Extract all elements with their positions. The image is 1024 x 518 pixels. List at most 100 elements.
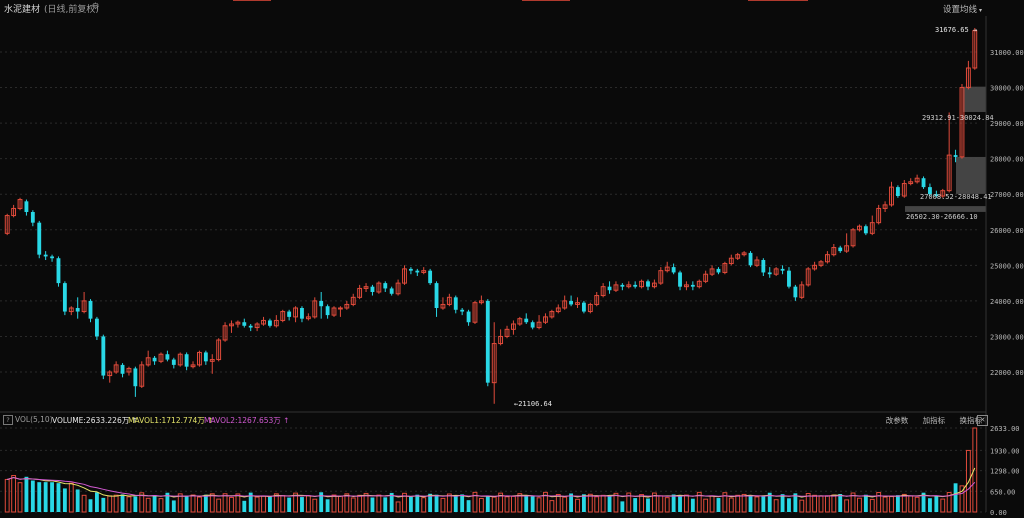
volume-bar	[389, 492, 394, 512]
candle-body	[703, 273, 709, 282]
candle-body	[24, 201, 29, 212]
price-tick-label: 27000.00	[990, 191, 1024, 199]
volume-bar	[754, 496, 760, 513]
mavol2-line	[7, 476, 976, 497]
price-tick-label: 30000.00	[990, 85, 1024, 93]
candle-body	[460, 309, 465, 312]
candle-body	[203, 352, 208, 362]
volume-axis: 2633.00 1930.00 1298.00 650.00 0.00	[990, 425, 1020, 517]
volume-bar	[209, 493, 215, 513]
switch-indicator-button[interactable]: 换指标	[959, 416, 983, 425]
close-icon[interactable]: ✕	[977, 415, 988, 426]
gap-label: 27008.52-28048.41	[920, 193, 992, 201]
gear-icon[interactable]: ⚙	[91, 2, 100, 12]
chart-title: 水泥建材 (日线,前复权)	[4, 2, 99, 15]
candle-body	[504, 328, 510, 337]
volume-bar	[50, 482, 54, 512]
candle-body	[569, 300, 574, 305]
candle-body	[684, 284, 689, 288]
candle-body	[857, 225, 862, 231]
candle-body	[165, 354, 170, 360]
candle-body	[383, 283, 388, 289]
volume-bar	[555, 493, 561, 513]
candle-body	[107, 371, 113, 377]
volume-bar	[152, 495, 157, 512]
candle-body	[229, 323, 234, 327]
volume-bar	[773, 499, 779, 513]
volume-bar	[43, 482, 48, 512]
candle-body	[75, 308, 80, 312]
volume-bar	[569, 493, 574, 512]
volume-bar	[235, 493, 241, 513]
volume-bar	[543, 491, 548, 513]
candle-body	[793, 286, 798, 298]
price-tick-label: 23000.00	[990, 333, 1024, 341]
candle-body	[17, 199, 23, 209]
candle-body	[587, 303, 593, 313]
candle-body	[921, 178, 926, 188]
price-tick-label: 24000.00	[990, 298, 1024, 306]
add-indicator-button[interactable]: 加指标	[922, 416, 946, 425]
volume-bar	[113, 494, 119, 513]
volume-bar	[120, 494, 125, 512]
volume-bar	[928, 498, 932, 512]
volume-bar	[678, 495, 682, 512]
low-price-label: ←21106.64	[514, 400, 552, 408]
volume-bar	[229, 496, 234, 513]
candle-body	[934, 194, 939, 196]
volume-tick-label: 650.00	[990, 488, 1015, 496]
candle-body	[62, 283, 67, 312]
volume-bar	[428, 493, 433, 512]
candle-body	[613, 284, 619, 291]
volume-bar	[415, 494, 420, 512]
candle-body	[658, 270, 664, 284]
candle-body	[485, 300, 490, 383]
candle-body	[646, 281, 650, 287]
volume-bar	[658, 495, 664, 513]
volume-bar	[478, 497, 484, 513]
help-icon[interactable]: ?	[3, 415, 13, 425]
volume-bar	[620, 501, 625, 512]
volume-bar	[491, 496, 497, 513]
candle-body	[965, 67, 971, 89]
volume-bar	[690, 498, 695, 512]
volume-bar	[261, 495, 266, 513]
candle-body	[389, 288, 394, 294]
volume-bar	[524, 496, 529, 512]
candle-body	[664, 266, 670, 272]
volume-bar	[914, 496, 920, 513]
candle-body	[805, 268, 811, 286]
price-annotations: 31676.65 → ←21106.64 29312.91-30024.84 2700…	[514, 26, 994, 408]
volume-bar	[869, 498, 875, 513]
volume-bar	[536, 497, 542, 513]
candle-body	[50, 256, 54, 259]
candle-body	[113, 364, 119, 373]
candle-body	[139, 364, 145, 387]
volume-bar	[300, 497, 304, 512]
volume-bar	[203, 494, 208, 512]
candle-body	[620, 284, 625, 287]
candle-body	[690, 284, 695, 287]
candle-body	[716, 268, 721, 273]
volume-header: ? VOL(5,10) VOLUME:2633.226万 ↑ MAVOL1:17…	[0, 414, 990, 427]
candle-body	[254, 323, 260, 329]
volume-bar	[908, 495, 914, 513]
volume-bar	[684, 494, 689, 513]
candle-body	[408, 268, 413, 271]
candle-body	[43, 254, 48, 257]
period-label: (日线,前复权)	[44, 5, 99, 15]
volume-bar	[876, 492, 882, 513]
volume-bar	[145, 497, 151, 513]
volume-bar	[446, 493, 452, 513]
volume-bar	[319, 492, 324, 512]
volume-bar	[646, 498, 650, 512]
candle-body	[863, 226, 868, 234]
candle-body	[319, 300, 324, 307]
volume-bar	[4, 478, 10, 513]
ma-setting-button[interactable]: 设置均线 ▾	[943, 3, 982, 15]
volume-bar	[434, 494, 439, 512]
mavol2-value: MAVOL2:1267.653万 ↑	[204, 416, 290, 425]
edit-params-button[interactable]: 改参数	[885, 416, 909, 425]
volume-bar	[81, 494, 87, 513]
